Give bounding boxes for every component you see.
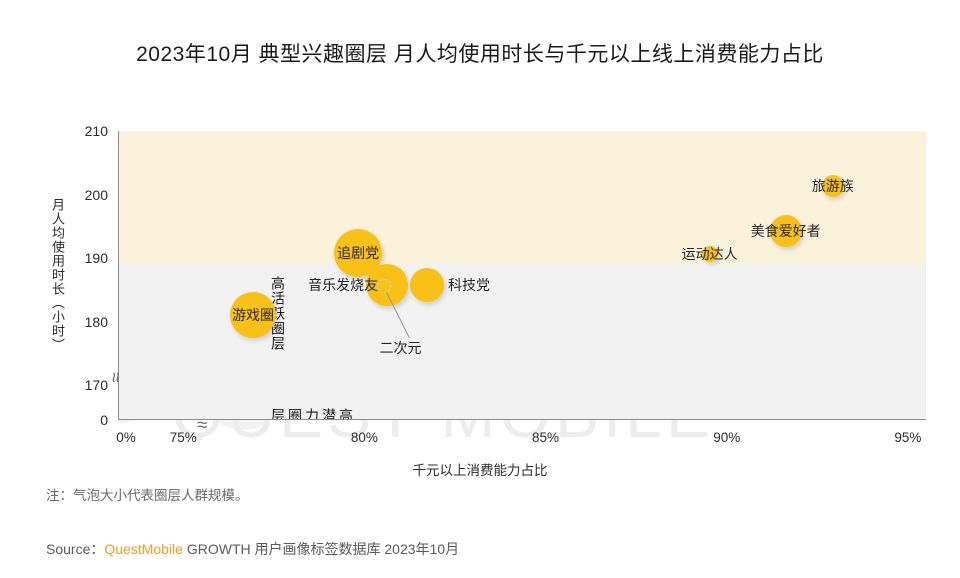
bubble-label-二次元: 二次元 (379, 339, 422, 356)
x-tick-80: 80% (350, 430, 378, 445)
x-tick-95: 95% (894, 430, 922, 445)
y-tick-190: 190 (84, 250, 108, 267)
x-axis-title: 千元以上消费能力占比 (412, 463, 548, 478)
x-tick-90: 90% (713, 430, 741, 445)
source-brand: QuestMobile (104, 541, 183, 557)
bubble-美食爱好者[interactable] (769, 215, 802, 248)
x-tick-0: 0% (116, 430, 136, 445)
y-tick-210: 210 (84, 123, 108, 139)
bubble-label-美食爱好者: 美食爱好者 (750, 223, 821, 240)
page-title: 2023年10月 典型兴趣圈层 月人均使用时长与千元以上线上消费能力占比 (136, 43, 824, 66)
y-tick-180: 180 (84, 313, 108, 330)
bubble-label-游戏圈: 游戏圈 (232, 307, 275, 324)
y-tick-200: 200 (84, 186, 108, 203)
x-tick-75: 75% (169, 430, 197, 445)
chart-note: 注：气泡大小代表圈层人群规模。 (46, 488, 249, 503)
y-axis-break-icon: ≈ (104, 372, 126, 383)
plot-area: 高活跃圈层 高潜力圈层 游戏圈 追剧党音乐发烧友二次元 科技党 运动达人 美食爱好者 旅游… (118, 131, 926, 420)
bubble-label-科技党: 科技党 (447, 276, 490, 293)
bubble-label-追剧党: 追剧党 (337, 244, 380, 261)
y-tick-170: 170 (84, 377, 108, 394)
zone-label-high-active: 高活跃圈层 (270, 276, 286, 351)
y-tick-0: 0 (100, 412, 108, 428)
source-rest: GROWTH 用户画像标签数据库 2023年10月 (182, 541, 460, 557)
bubble-运动达人[interactable] (701, 245, 718, 262)
zone-band-high-active (119, 131, 926, 265)
bubble-二次元[interactable] (376, 278, 391, 293)
x-tick-85: 85% (532, 430, 560, 445)
bubble-label-运动达人: 运动达人 (681, 245, 738, 262)
bubble-游戏圈[interactable] (230, 292, 277, 339)
source-prefix: Source： (46, 541, 105, 557)
source-line: Source：QuestMobile GROWTH 用户画像标签数据库 2023… (46, 539, 459, 559)
y-axis-title: 月人均使用时长（小时） (50, 198, 65, 352)
bubble-旅游族[interactable] (821, 174, 844, 197)
bubble-label-旅游族: 旅游族 (811, 177, 854, 194)
y-axis-ticks: 210 200 190 180 170 0 (60, 0, 108, 578)
bubble-label-音乐发烧友: 音乐发烧友 (308, 277, 379, 294)
x-axis-break-icon: ≈ (197, 415, 208, 436)
footer-divider (0, 521, 960, 522)
bubble-科技党[interactable] (409, 267, 444, 302)
zone-label-high-potential: 高潜力圈层 (270, 408, 354, 420)
